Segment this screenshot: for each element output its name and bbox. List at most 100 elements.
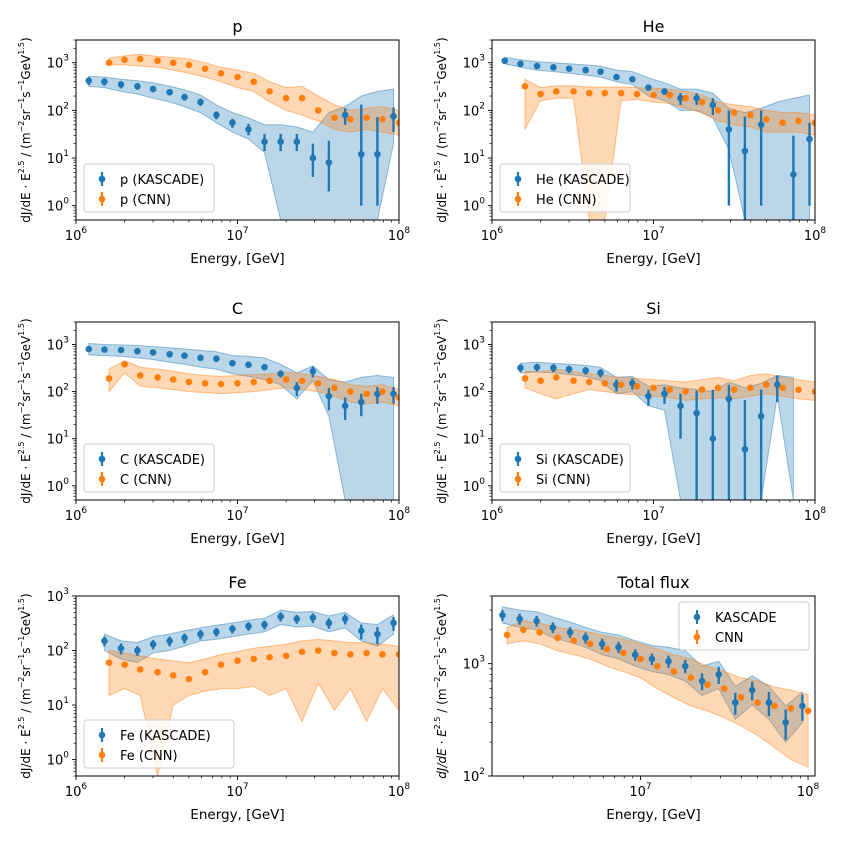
kascade-point	[245, 361, 252, 369]
cnn-point	[554, 634, 561, 642]
ylabel-sup: −2	[17, 121, 26, 133]
y-tick-exp: 2	[63, 642, 69, 652]
cnn-point	[779, 384, 786, 392]
y-axis-label: dJ/dE · E2.5 / (m−2sr−1s−1GeV1.5)	[433, 37, 449, 222]
cnn-point	[314, 379, 322, 387]
cnn-point	[666, 386, 674, 393]
kascade-point	[134, 347, 141, 355]
x-tick-label: 106	[481, 506, 504, 524]
x-tick-label-base: 10	[65, 785, 82, 800]
ylabel-part: GeV	[435, 335, 449, 361]
kascade-point	[597, 369, 604, 377]
cnn-point	[169, 672, 177, 679]
ylabel-part: sr	[19, 109, 33, 120]
y-tick-exp: 2	[479, 383, 485, 393]
kascade-point	[101, 78, 108, 85]
cnn-point	[363, 649, 370, 657]
x-tick-label-exp: 7	[646, 782, 652, 792]
kascade-uncertainty-band	[88, 75, 394, 220]
cnn-point	[217, 70, 225, 77]
legend: p (KASCADE) p (CNN)	[83, 163, 215, 213]
x-tick-label-exp: 6	[81, 506, 87, 516]
cnn-point	[395, 394, 399, 401]
kascade-point	[597, 68, 604, 75]
kascade-point	[357, 627, 365, 635]
legend: KASCADE CNN	[678, 601, 810, 651]
x-tick-label: 108	[804, 506, 827, 524]
ylabel-sup: 2.5	[17, 717, 26, 730]
legend-box	[83, 719, 235, 769]
y-tick-base: 10	[463, 200, 480, 215]
kascade-point	[293, 138, 301, 146]
kascade-point	[117, 346, 125, 354]
y-tick-base: 10	[463, 770, 480, 785]
kascade-point	[149, 349, 157, 356]
cnn-point	[698, 386, 706, 393]
y-axis-label: dJ/dE · E2.5 / (m−2sr−1s−1GeV1.5)	[17, 318, 33, 503]
kascade-point	[774, 221, 781, 228]
cnn-point	[570, 377, 577, 385]
kascade-point	[181, 352, 188, 359]
x-tick-label-exp: 6	[497, 506, 503, 516]
cnn-point	[154, 668, 161, 676]
cnn-point	[720, 685, 728, 692]
ylabel-part: s	[435, 91, 449, 97]
kascade-point	[565, 65, 573, 72]
ylabel-sup: 2.5	[17, 442, 26, 455]
y-tick-label: 100	[463, 477, 486, 495]
legend: Fe (KASCADE) Fe (CNN)	[83, 719, 235, 769]
kascade-point	[261, 138, 268, 146]
y-tick-base: 10	[47, 104, 64, 119]
legend: C (KASCADE) C (CNN)	[83, 443, 215, 493]
legend-label: Si (KASCADE)	[536, 453, 624, 468]
x-tick-label-exp: 7	[243, 226, 249, 236]
cnn-point	[136, 55, 144, 63]
kascade-point	[166, 350, 173, 358]
kascade-point	[693, 409, 700, 417]
kascade-uncertainty-band	[103, 609, 394, 664]
cnn-point	[331, 649, 338, 657]
kascade-point	[390, 113, 397, 120]
y-tick-label: 103	[47, 587, 69, 605]
kascade-point	[245, 622, 252, 630]
cnn-point	[282, 652, 290, 660]
cnn-point	[250, 78, 258, 85]
cnn-point	[601, 379, 609, 387]
cnn-point	[601, 89, 609, 97]
y-tick-exp: 3	[63, 54, 69, 64]
kascade-point	[197, 630, 204, 638]
kascade-point	[293, 615, 301, 623]
cnn-point	[503, 631, 511, 639]
y-tick-exp: 1	[63, 430, 69, 440]
y-tick-exp: 0	[479, 197, 485, 207]
x-tick-label-exp: 7	[659, 226, 665, 236]
cnn-point	[298, 648, 306, 656]
kascade-point	[309, 367, 317, 375]
kascade-point	[309, 154, 317, 162]
kascade-point	[790, 171, 797, 178]
x-tick-label-base: 10	[226, 785, 243, 800]
kascade-point	[261, 621, 268, 628]
ylabel-part: )	[19, 318, 33, 323]
kascade-point	[681, 662, 689, 670]
cnn-point	[650, 91, 657, 99]
kascade-point	[149, 85, 157, 93]
cnn-point	[331, 384, 338, 392]
cnn-point	[266, 654, 273, 661]
cnn-point	[763, 115, 770, 123]
kascade-point	[390, 390, 397, 398]
kascade-point	[799, 702, 806, 710]
cnn-point	[537, 377, 544, 385]
kascade-point	[325, 392, 333, 400]
cnn-point	[185, 378, 193, 386]
kascade-point	[533, 363, 541, 371]
kascade-point	[613, 73, 620, 81]
kascade-point	[732, 699, 739, 706]
legend-marker	[98, 475, 106, 483]
kascade-point	[725, 126, 733, 133]
cnn-point	[747, 384, 754, 392]
legend-marker	[693, 613, 701, 621]
x-tick-label-exp: 8	[404, 782, 410, 792]
